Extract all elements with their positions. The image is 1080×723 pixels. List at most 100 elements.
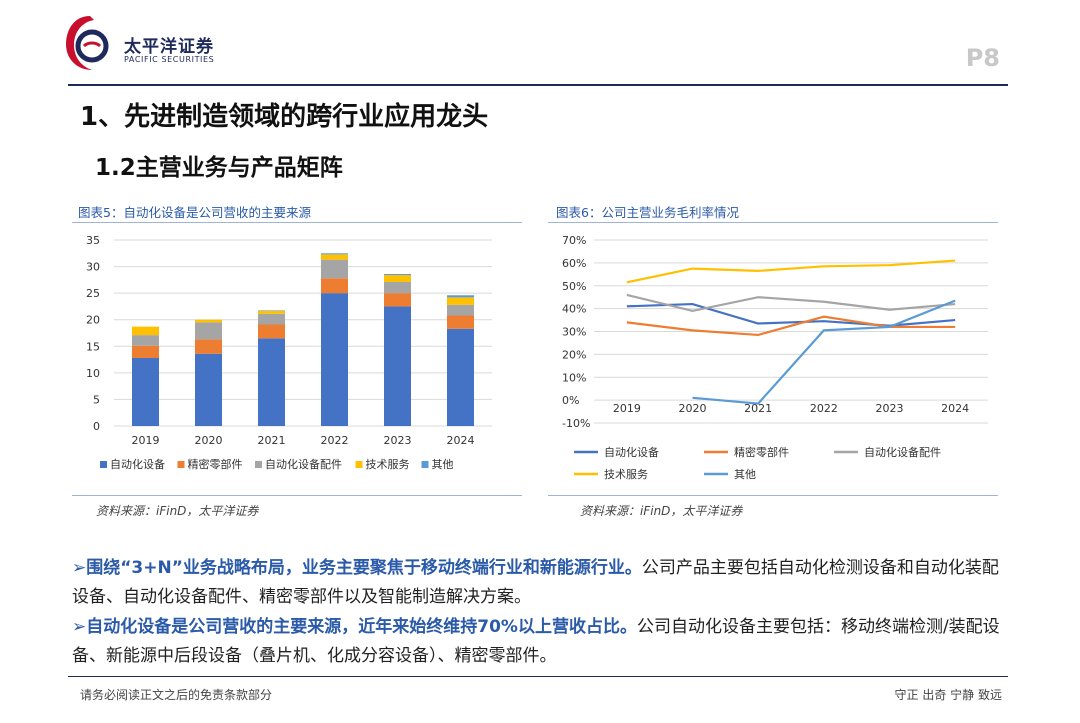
x-tick-label: 2019 bbox=[132, 434, 160, 447]
x-tick-label: 2024 bbox=[941, 402, 969, 415]
figure5-caption-rule bbox=[72, 222, 522, 223]
section-title: 1.2主营业务与产品矩阵 bbox=[95, 155, 343, 181]
footer-divider bbox=[68, 676, 1008, 677]
bar-segment bbox=[384, 281, 411, 294]
x-tick-label: 2024 bbox=[447, 434, 475, 447]
legend-label: 其他 bbox=[734, 468, 756, 481]
bar-segment bbox=[384, 275, 411, 282]
revenue-stacked-bar-chart: 0 5 10 15 20 25 30 35 2019 2020 2021 2022 2023 2024 自动… bbox=[86, 234, 492, 471]
series-line bbox=[626, 315, 956, 337]
paragraph-2: ➢自动化设备是公司营收的主要来源，近年来始终维持70%以上营收占比。公司自动化设… bbox=[72, 613, 1002, 671]
legend-label: 自动化设备 bbox=[110, 457, 165, 471]
x-tick-label: 2023 bbox=[384, 434, 412, 447]
bar-segment bbox=[321, 278, 348, 294]
x-tick-label: 2020 bbox=[195, 434, 223, 447]
bar-segment bbox=[132, 326, 159, 336]
bar-segment bbox=[258, 310, 285, 311]
paragraph-2-text: 公司自动化设备主要包括：移动终端检测/装配设备、新能源中后段设备（叠片机、化成分… bbox=[72, 617, 1000, 666]
bar-segment bbox=[321, 259, 348, 279]
bar-segment bbox=[258, 313, 285, 325]
bar-segment bbox=[195, 319, 222, 323]
bar-segment bbox=[447, 297, 474, 305]
bar-segment bbox=[132, 357, 159, 426]
legend-label: 技术服务 bbox=[604, 468, 648, 481]
brand-logo bbox=[66, 16, 109, 70]
y-tick-label: 40% bbox=[562, 303, 586, 316]
footer-motto: 守正 出奇 宁静 致远 bbox=[894, 688, 1002, 702]
legend-label: 自动化设备配件 bbox=[265, 457, 342, 471]
y-tick-label: 5 bbox=[93, 393, 100, 406]
bar-segment bbox=[195, 353, 222, 426]
figure6-caption-rule bbox=[548, 222, 998, 223]
bar-segment bbox=[258, 338, 285, 426]
legend-swatch bbox=[421, 461, 429, 468]
bar-segment bbox=[447, 328, 474, 426]
y-tick-label: 0 bbox=[93, 420, 100, 433]
x-tick-label: 2021 bbox=[258, 434, 286, 447]
bullet-arrow-icon: ➢ bbox=[72, 617, 87, 637]
brand-name: 太平洋证券 bbox=[124, 37, 214, 57]
bar-segment bbox=[447, 304, 474, 316]
bar-segment bbox=[195, 339, 222, 354]
brand-name-en: PACIFIC SECURITIES bbox=[124, 55, 215, 64]
y-tick-label: 50% bbox=[562, 280, 586, 293]
x-tick-label: 2023 bbox=[876, 402, 904, 415]
y-tick-label: 35 bbox=[86, 234, 100, 247]
x-tick-label: 2021 bbox=[744, 402, 772, 415]
y-tick-label: 10 bbox=[86, 367, 100, 380]
legend-swatch bbox=[355, 461, 363, 468]
bar-segment bbox=[384, 274, 411, 276]
legend-label: 精密零部件 bbox=[734, 445, 789, 459]
bar-segment bbox=[321, 254, 348, 260]
y-tick-label: 25 bbox=[86, 287, 100, 300]
page-number: P8 bbox=[965, 44, 1000, 72]
bar-segment bbox=[132, 345, 159, 358]
series-line bbox=[692, 299, 956, 405]
bar-segment bbox=[321, 293, 348, 426]
bar-segment bbox=[447, 295, 474, 298]
footer-disclaimer: 请务必阅读正文之后的免责条款部分 bbox=[80, 688, 273, 702]
header-divider bbox=[68, 84, 1008, 86]
paragraph-2-highlight: 自动化设备是公司营收的主要来源，近年来始终维持70%以上营收占比。 bbox=[86, 617, 637, 637]
y-tick-label: 60% bbox=[562, 257, 586, 270]
bar-segment bbox=[447, 315, 474, 329]
gross-margin-line-chart: -10% 0% 10% 20% 30% 40% 50% 60% 70% 2019 2020 2021 2… bbox=[562, 234, 988, 481]
y-tick-label: 20 bbox=[86, 314, 100, 327]
y-tick-label: 70% bbox=[562, 234, 586, 247]
x-tick-label: 2020 bbox=[679, 402, 707, 415]
legend-label: 其他 bbox=[432, 458, 454, 471]
y-tick-label: 10% bbox=[562, 371, 586, 384]
paragraph-1-text: 公司产品主要包括自动化检测设备和自动化装配设备、自动化设备配件、精密零部件以及智… bbox=[72, 558, 999, 607]
bar-segment bbox=[195, 322, 222, 340]
legend-label: 自动化设备配件 bbox=[864, 445, 941, 459]
y-tick-label: 20% bbox=[562, 348, 586, 361]
figure6-caption: 图表6：公司主营业务毛利率情况 bbox=[556, 205, 739, 220]
bar-segment bbox=[258, 324, 285, 339]
y-tick-label: 30 bbox=[86, 261, 100, 274]
y-tick-label: 15 bbox=[86, 340, 100, 353]
legend-swatch bbox=[177, 461, 185, 468]
paragraph-1-highlight: 围绕“3+N”业务战略布局，业务主要聚焦于移动终端行业和新能源行业。 bbox=[86, 558, 642, 578]
figure5-bottom-rule bbox=[72, 495, 522, 496]
legend-label: 自动化设备 bbox=[604, 445, 659, 459]
legend-swatch bbox=[255, 461, 262, 468]
figure6-source: 资料来源：iFinD，太平洋证券 bbox=[580, 504, 743, 518]
figure5-source: 资料来源：iFinD，太平洋证券 bbox=[96, 504, 259, 518]
series-line bbox=[626, 293, 956, 313]
paragraph-1: ➢围绕“3+N”业务战略布局，业务主要聚焦于移动终端行业和新能源行业。公司产品主… bbox=[72, 554, 1002, 612]
series-line bbox=[626, 259, 956, 284]
x-tick-label: 2022 bbox=[321, 434, 349, 447]
legend-swatch bbox=[100, 461, 107, 468]
figure5-caption: 图表5：自动化设备是公司营收的主要来源 bbox=[78, 205, 311, 220]
bullet-arrow-icon: ➢ bbox=[72, 558, 87, 578]
y-tick-label: 30% bbox=[562, 326, 586, 339]
bar-segment bbox=[132, 335, 159, 346]
bar-segment bbox=[258, 310, 285, 314]
legend-label: 精密零部件 bbox=[188, 457, 243, 471]
bar-segment bbox=[384, 293, 411, 307]
x-tick-label: 2019 bbox=[613, 402, 641, 415]
bar-segment bbox=[384, 306, 411, 426]
y-tick-label: 0% bbox=[562, 394, 579, 407]
x-tick-label: 2022 bbox=[810, 402, 838, 415]
bar-segment bbox=[321, 253, 348, 255]
